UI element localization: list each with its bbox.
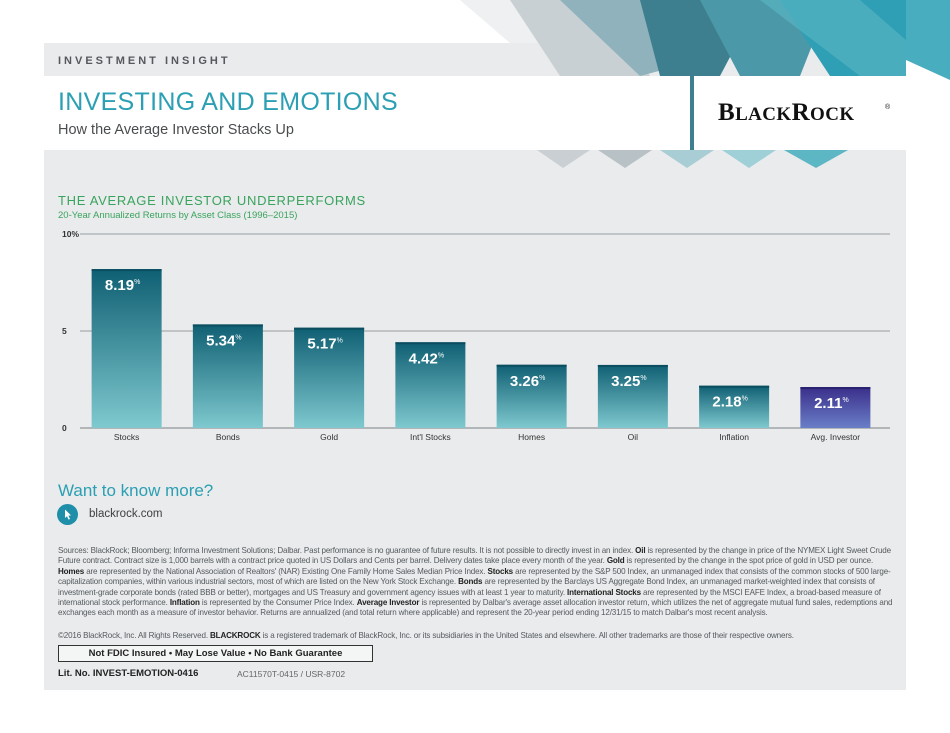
data-label: 5.34% — [206, 332, 241, 349]
logo-letters: OCK — [810, 104, 855, 125]
bar-chart: 0 5 10% 8.19% Stocks 5.34% Bonds 5.17% Gold 4.42… — [62, 229, 890, 442]
deco-chevron — [598, 150, 652, 168]
bar-cap — [395, 342, 466, 345]
page-title: INVESTING AND EMOTIONS — [58, 88, 398, 116]
x-tick-label: Homes — [518, 432, 545, 442]
deco-shape — [906, 0, 950, 80]
mouse-icon[interactable] — [57, 504, 78, 525]
page-subtitle: How the Average Investor Stacks Up — [58, 122, 294, 138]
bar-int-l-stocks — [395, 342, 466, 428]
data-label-unit: % — [640, 375, 646, 382]
y-tick-label: 10% — [62, 229, 79, 239]
ac-code: AC11570T-0415 / USR-8702 — [237, 669, 346, 679]
bar-oil — [597, 364, 668, 428]
bar-avg-investor — [800, 387, 871, 428]
title-area — [44, 76, 690, 150]
bar-stocks — [91, 269, 162, 428]
x-tick-label: Int'l Stocks — [410, 432, 451, 442]
logo-letter: B — [718, 99, 736, 126]
cta-title: Want to know more? — [58, 481, 214, 500]
chart-title: THE AVERAGE INVESTOR UNDERPERFORMS — [58, 193, 366, 208]
logo-letters: LACK — [735, 104, 792, 125]
chart-subtitle: 20-Year Annualized Returns by Asset Clas… — [58, 210, 298, 221]
data-label-unit: % — [134, 279, 140, 286]
logo-letter: R — [791, 99, 811, 126]
x-tick-label: Avg. Investor — [811, 432, 861, 442]
bar-bonds — [192, 324, 263, 428]
bar-inflation — [699, 385, 770, 428]
bar-gold — [294, 327, 365, 428]
bar-cap — [192, 324, 263, 327]
y-tick-label: 5 — [62, 326, 67, 336]
bar-homes — [496, 364, 567, 428]
bar-cap — [496, 364, 567, 367]
data-label: 2.11% — [814, 395, 849, 412]
header-decoration — [460, 0, 950, 168]
x-tick-label: Inflation — [719, 432, 749, 442]
blackrock-logo: BLACKROCK — [718, 99, 855, 127]
literature-number: Lit. No. INVEST-EMOTION-0416 — [58, 668, 199, 679]
deco-shape — [510, 0, 650, 76]
data-label: 8.19% — [105, 277, 140, 294]
y-tick-label: 0 — [62, 423, 67, 433]
copyright-notice: ©2016 BlackRock, Inc. All Rights Reserve… — [58, 631, 794, 640]
x-tick-label: Gold — [320, 432, 338, 442]
bar-cap — [800, 387, 871, 390]
data-label-unit: % — [842, 397, 848, 404]
x-tick-label: Oil — [628, 432, 639, 442]
deco-chevron — [722, 150, 776, 168]
data-label: 4.42% — [409, 350, 444, 367]
website-link[interactable]: blackrock.com — [89, 508, 163, 520]
logo-box — [694, 76, 906, 150]
bar-cap — [597, 364, 668, 367]
data-label-unit: % — [742, 396, 748, 403]
data-label: 3.26% — [510, 373, 545, 390]
bar-cap — [699, 385, 770, 388]
x-tick-label: Stocks — [114, 432, 140, 442]
deco-divider — [688, 76, 694, 150]
data-label-unit: % — [438, 352, 444, 359]
x-tick-label: Bonds — [216, 432, 240, 442]
bar-cap — [294, 327, 365, 330]
deco-chevron — [537, 150, 590, 168]
data-label: 2.18% — [712, 394, 747, 411]
data-label: 5.17% — [307, 336, 342, 353]
deco-chevron — [784, 150, 848, 168]
logo-registered-mark: ® — [885, 104, 891, 111]
bar-layer: 8.19% Stocks 5.34% Bonds 5.17% Gold 4.42% Int'l… — [91, 269, 871, 442]
data-label-unit: % — [539, 375, 545, 382]
sources-disclaimer: Sources: BlackRock; Bloomberg; Informa I… — [58, 546, 893, 618]
deco-chevron — [660, 150, 714, 168]
bar-cap — [91, 269, 162, 272]
data-label-unit: % — [235, 334, 241, 341]
eyebrow-label: INVESTMENT INSIGHT — [58, 55, 231, 67]
data-label: 3.25% — [611, 373, 646, 390]
fdic-disclaimer-box: Not FDIC Insured • May Lose Value • No B… — [58, 645, 373, 662]
data-label-unit: % — [337, 338, 343, 345]
deco-shape — [760, 0, 906, 76]
